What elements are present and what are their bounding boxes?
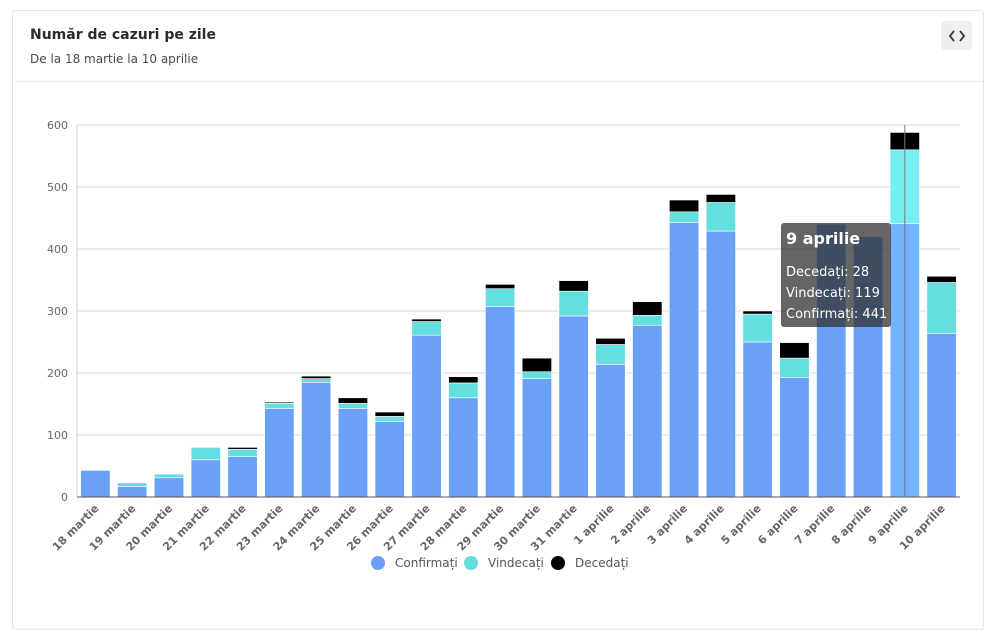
bar-decedati [411,318,442,322]
bar-decedati [742,310,773,315]
bar-decedati [337,397,368,404]
y-tick-label: 400 [47,243,68,256]
bar-confirmati [301,381,332,498]
bar-vindecati [779,357,810,378]
legend-marker-vindecati [464,556,478,570]
bar-confirmati [521,378,552,498]
bar-vindecati [558,290,589,317]
bar-decedati [632,301,663,316]
bar-vindecati [117,482,148,487]
legend-label: Vindecați [488,556,544,570]
tooltip-title: 9 aprilie [786,229,860,248]
embed-button[interactable] [941,21,972,50]
bar-decedati [595,337,626,345]
bar-vindecati [301,378,332,383]
bar-vindecati [742,313,773,343]
bar-confirmati [485,306,516,498]
chart-subtitle: De la 18 martie la 10 aprilie [30,52,199,66]
bar-decedati [558,280,589,292]
y-tick-label: 500 [47,181,68,194]
bar-confirmati [705,230,736,498]
bar-confirmati [117,486,148,498]
bar-confirmati [558,315,589,498]
bar-confirmati [190,459,221,498]
bar-decedati [485,284,516,289]
legend-marker-confirmati [371,556,385,570]
tooltip-line: Decedați: 28 [786,265,869,280]
bar-confirmati [374,421,405,498]
y-tick-label: 600 [47,119,68,132]
card-header: Număr de cazuri pe zile De la 18 martie … [13,11,983,82]
y-tick-label: 300 [47,305,68,318]
bar-confirmati [80,470,111,498]
chart-title: Număr de cazuri pe zile [30,27,216,43]
bar-confirmati [669,222,700,498]
bar-decedati [448,376,479,384]
bar-decedati [301,375,332,379]
bar-decedati [926,275,957,283]
y-tick-label: 100 [47,429,68,442]
bar-vindecati [632,315,663,326]
bar-vindecati [521,371,552,379]
bar-vindecati [227,448,258,458]
bar-vindecati [190,447,221,461]
tooltip-box [781,223,891,327]
legend-marker-decedati [551,556,565,570]
bar-vindecati [374,416,405,422]
bar-confirmati [926,333,957,498]
bar-vindecati [411,321,442,336]
code-icon [948,29,965,42]
bar-confirmati [448,397,479,498]
bar-confirmati [411,334,442,498]
tooltip-line: Confirmați: 441 [786,307,887,322]
bar-decedati [374,411,405,417]
bar-decedati [227,447,258,450]
bar-confirmati [227,456,258,498]
bar-vindecati [926,282,957,334]
bar-vindecati [337,403,368,409]
bar-confirmati [264,408,295,498]
bar-confirmati [742,341,773,498]
bar-decedati [264,401,295,404]
bar-confirmati [153,477,184,498]
bar-vindecati [448,382,479,399]
bar-vindecati [264,403,295,409]
bar-decedati [669,199,700,213]
y-tick-label: 0 [61,491,68,504]
legend-label: Decedați [575,556,629,570]
bar-vindecati [153,473,184,479]
legend-label: Confirmați [395,556,458,570]
bar-vindecati [669,211,700,223]
bar-confirmati [779,377,810,498]
bar-vindecati [595,344,626,365]
bar-vindecati [705,202,736,232]
y-tick-label: 200 [47,367,68,380]
bar-confirmati [595,364,626,498]
bar-decedati [779,342,810,359]
bar-decedati [521,357,552,373]
tooltip-line: Vindecați: 119 [786,286,880,301]
bar-decedati [705,194,736,203]
bar-vindecati [485,288,516,307]
bar-confirmati [337,408,368,498]
bar-confirmati [632,324,663,498]
